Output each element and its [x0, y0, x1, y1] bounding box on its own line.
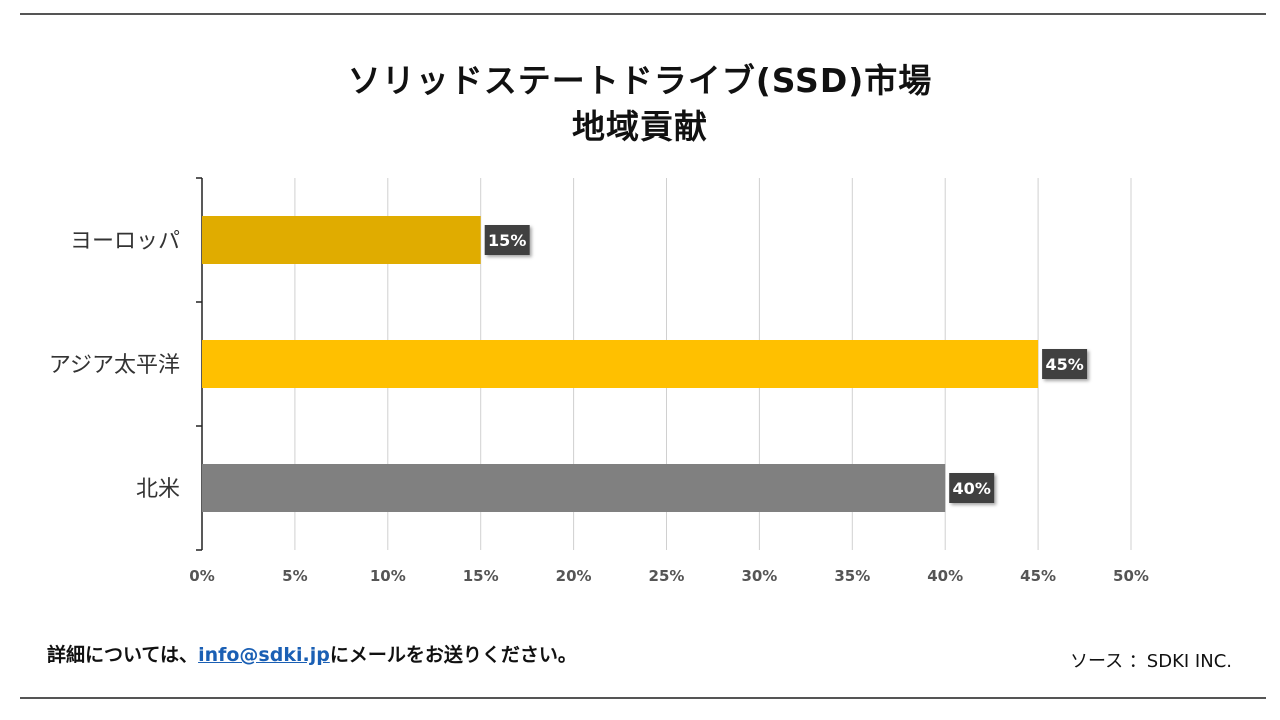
x-tick-label: 5%	[282, 567, 307, 585]
category-label: ヨーロッパ	[70, 229, 180, 254]
data-label: 40%	[953, 479, 991, 498]
bar	[202, 216, 481, 264]
source-note: ソース ：SDKI INC.	[1069, 651, 1232, 672]
data-label-box	[1042, 349, 1088, 379]
x-tick-label: 25%	[649, 567, 685, 585]
top-divider	[20, 13, 1266, 15]
bar	[202, 340, 1039, 388]
x-tick-label: 50%	[1113, 567, 1149, 585]
bar	[202, 464, 946, 512]
x-tick-label: 10%	[370, 567, 406, 585]
x-tick-label: 35%	[834, 567, 870, 585]
x-tick-label: 30%	[741, 567, 777, 585]
data-label-box	[484, 225, 530, 255]
contact-note: 詳細については、info@sdki.jpにメールをお送りください。	[47, 640, 577, 667]
chart-title-line2: 地域貢献	[572, 107, 708, 146]
bottom-divider	[20, 697, 1266, 699]
category-label: 北米	[136, 477, 180, 502]
data-label-box	[949, 473, 995, 503]
x-tick-label: 0%	[189, 567, 214, 585]
category-label: アジア太平洋	[49, 353, 180, 378]
email-link[interactable]: info@sdki.jp	[198, 644, 330, 666]
contact-suffix: にメールをお送りください。	[329, 644, 577, 666]
x-tick-label: 15%	[463, 567, 499, 585]
data-label: 45%	[1045, 355, 1083, 374]
x-tick-label: 20%	[556, 567, 592, 585]
x-tick-label: 40%	[927, 567, 963, 585]
chart-title-line1: ソリッドステートドライブ(SSD)市場	[347, 61, 933, 100]
contact-prefix: 詳細については、	[47, 644, 199, 666]
x-tick-label: 45%	[1020, 567, 1056, 585]
data-label: 15%	[488, 231, 526, 250]
